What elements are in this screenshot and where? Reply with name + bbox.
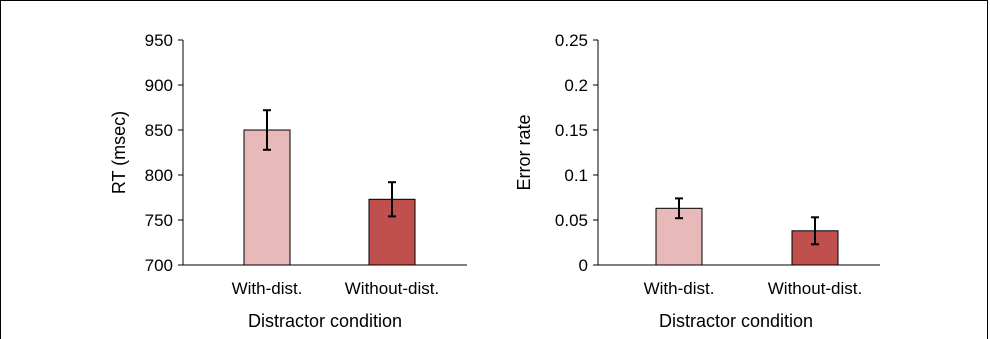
y-tick-label: 800 <box>145 166 173 185</box>
y-tick-label: 900 <box>145 76 173 95</box>
y-tick-label: 950 <box>145 31 173 50</box>
x-category-label: Without-dist. <box>345 279 439 298</box>
error-bar-with-dist <box>675 197 683 220</box>
y-tick-label: 850 <box>145 121 173 140</box>
y-axis-title: Error rate <box>514 114 534 190</box>
x-axis-title: Distractor condition <box>659 311 813 331</box>
rt-chart: 700 750 800 850 900 950 With-dist. Without-dist… <box>109 31 467 331</box>
error-bar-without-dist <box>811 216 819 246</box>
y-tick-label: 0.15 <box>555 121 588 140</box>
y-axis-title: RT (msec) <box>109 111 129 194</box>
x-category-label: Without-dist. <box>768 279 862 298</box>
x-category-label: With-dist. <box>232 279 303 298</box>
x-axis-title: Distractor condition <box>248 311 402 331</box>
y-tick-label: 750 <box>145 211 173 230</box>
error-rate-chart: 0 0.05 0.1 0.15 0.2 0.25 With-dist. Without-dis… <box>514 31 880 331</box>
error-bar-without-dist <box>388 181 396 218</box>
y-tick-label: 0 <box>579 256 588 275</box>
error-bar-with-dist <box>263 109 271 151</box>
x-category-label: With-dist. <box>644 279 715 298</box>
y-tick-label: 0.05 <box>555 211 588 230</box>
y-tick-label: 700 <box>145 256 173 275</box>
y-tick-label: 0.1 <box>564 166 588 185</box>
y-tick-label: 0.2 <box>564 76 588 95</box>
y-tick-label: 0.25 <box>555 31 588 50</box>
